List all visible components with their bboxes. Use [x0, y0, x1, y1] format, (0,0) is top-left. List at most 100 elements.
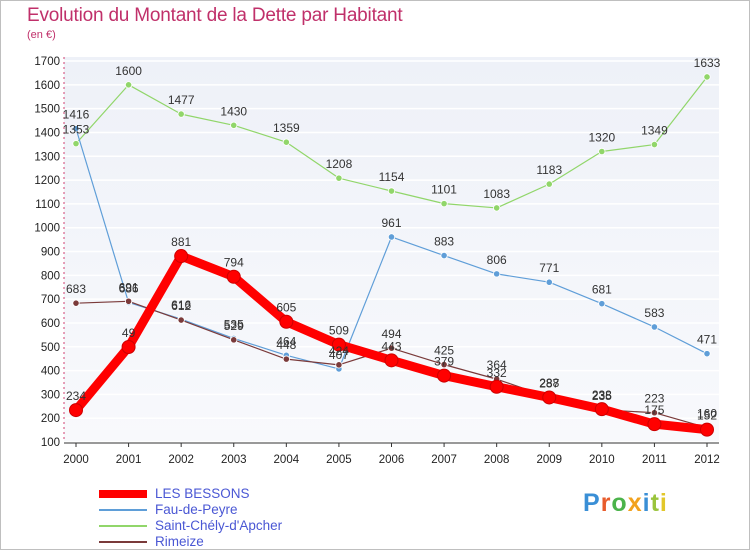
data-point: [542, 390, 557, 405]
data-label: 234: [66, 389, 86, 403]
data-label: 612: [171, 299, 191, 313]
data-point: [594, 402, 609, 417]
y-tick-label: 200: [41, 413, 60, 425]
data-label: 605: [276, 301, 296, 315]
x-tick-label: 2002: [168, 454, 194, 466]
x-tick-label: 2006: [379, 454, 405, 466]
data-label: 1359: [273, 121, 300, 135]
data-label: 494: [381, 327, 401, 341]
data-label: 443: [381, 339, 401, 353]
data-label: 806: [487, 253, 507, 267]
data-point: [598, 147, 606, 156]
data-label: 379: [434, 355, 454, 369]
data-label: 175: [644, 403, 664, 417]
data-point: [282, 138, 290, 146]
x-tick-label: 2007: [431, 454, 457, 466]
logo-letter: i: [642, 489, 651, 517]
data-point: [387, 187, 396, 195]
legend-swatch: [99, 525, 147, 527]
data-point: [282, 355, 290, 363]
data-label: 364: [487, 358, 507, 372]
data-label: 529: [224, 319, 244, 333]
data-point: [489, 379, 504, 394]
x-tick-label: 2011: [642, 454, 667, 466]
data-label: 287: [539, 376, 559, 390]
data-label: 691: [119, 280, 139, 294]
data-point: [124, 297, 133, 305]
logo-letter: x: [627, 489, 643, 517]
data-label: 332: [487, 366, 507, 380]
data-label: 583: [644, 306, 664, 320]
data-label: 883: [434, 235, 454, 249]
logo-letter: r: [600, 489, 612, 517]
data-label: 464: [276, 334, 296, 348]
data-point: [72, 140, 80, 148]
x-tick-label: 2009: [536, 454, 562, 466]
x-tick-label: 2000: [63, 454, 89, 466]
data-point: [69, 403, 83, 418]
data-label: 471: [697, 333, 717, 347]
data-point: [598, 300, 606, 308]
y-tick-label: 1500: [34, 104, 60, 116]
data-label: 681: [592, 283, 612, 297]
data-label: 683: [66, 282, 86, 296]
legend-label: LES BESSONS: [155, 486, 250, 501]
logo-letter: P: [583, 489, 601, 517]
data-point: [647, 417, 662, 432]
y-tick-label: 1700: [34, 56, 60, 68]
plot-background: [64, 57, 719, 442]
data-point: [387, 233, 396, 241]
data-point: [174, 249, 189, 264]
data-point: [493, 204, 501, 212]
x-tick-label: 2010: [589, 454, 615, 466]
proxiti-logo: Proxiti: [583, 489, 668, 518]
y-tick-label: 100: [41, 437, 60, 449]
data-point: [335, 361, 343, 369]
data-point: [177, 110, 185, 118]
data-point: [650, 140, 659, 149]
y-tick-label: 1400: [34, 127, 60, 139]
x-tick-label: 2004: [274, 454, 300, 466]
chart-title: Evolution du Montant de la Dette par Hab…: [27, 5, 403, 26]
data-label: 1477: [168, 93, 195, 107]
data-label: 509: [329, 324, 349, 338]
data-label: 1183: [536, 163, 562, 177]
data-label: 686: [119, 281, 139, 295]
data-point: [700, 422, 714, 437]
y-tick-label: 1200: [34, 175, 60, 187]
data-point: [331, 337, 346, 352]
legend-label: Saint-Chély-d'Apcher: [155, 518, 283, 533]
data-point: [703, 350, 711, 358]
y-tick-label: 1300: [34, 151, 60, 163]
data-label: 235: [592, 389, 612, 403]
data-label: 961: [381, 216, 401, 230]
legend-swatch: [99, 490, 147, 498]
data-point: [440, 361, 448, 369]
data-point: [493, 270, 501, 278]
data-label: 49: [122, 326, 136, 340]
y-tick-label: 1000: [34, 223, 60, 235]
x-tick-label: 2012: [694, 454, 720, 466]
data-point: [440, 200, 448, 208]
data-point: [230, 121, 238, 129]
data-point: [440, 251, 448, 260]
legend-label: Fau-de-Peyre: [155, 502, 238, 517]
data-point: [545, 278, 553, 286]
data-point: [177, 316, 185, 324]
data-label: 424: [329, 344, 349, 358]
data-point: [72, 125, 80, 133]
data-label: 1353: [63, 123, 90, 137]
data-label: 448: [276, 338, 296, 352]
data-label: 1430: [220, 104, 247, 118]
data-label: 152: [697, 409, 717, 423]
data-label: 535: [224, 317, 244, 331]
data-label: 794: [224, 256, 244, 270]
logo-letter: t: [650, 489, 660, 517]
y-tick-label: 900: [41, 247, 60, 259]
y-tick-label: 400: [41, 366, 60, 378]
y-tick-label: 300: [41, 389, 60, 401]
data-point: [226, 269, 241, 284]
y-tick-label: 500: [41, 342, 60, 354]
